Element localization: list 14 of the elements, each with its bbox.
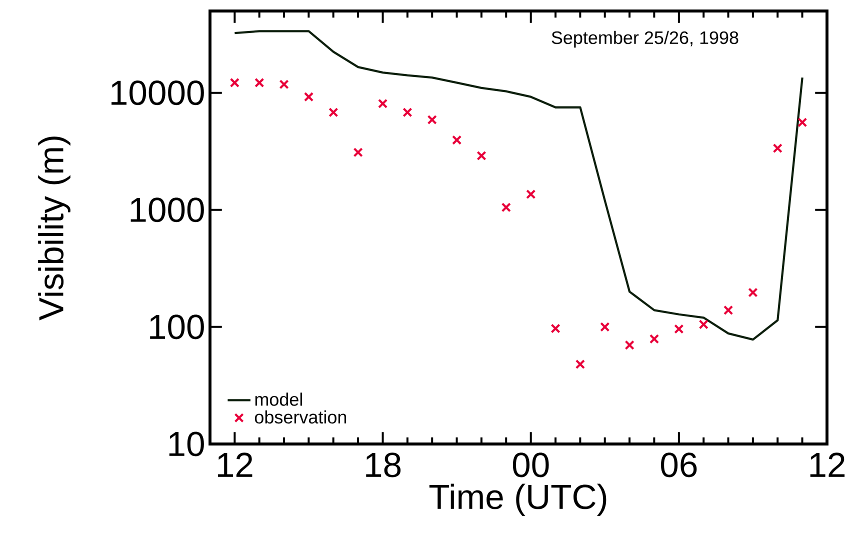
- y-tick-label: 10: [169, 432, 204, 456]
- x-tick-label: 12: [218, 452, 252, 477]
- legend-label: observation: [254, 410, 346, 424]
- x-tick-label: 18: [366, 452, 401, 478]
- y-tick-label: 1000: [130, 198, 204, 222]
- y-tick-label: 10000: [112, 80, 204, 106]
- x-tick-label: 06: [661, 452, 697, 478]
- y-tick-label: 100: [150, 314, 204, 340]
- x-axis-title: Time (UTC): [429, 484, 606, 516]
- annotation: September 25/26, 1998: [552, 30, 738, 48]
- x-tick-label: 12: [810, 452, 845, 477]
- legend-label: model: [255, 392, 302, 406]
- y-axis-title: Visibility (m): [38, 136, 70, 320]
- x-tick-label: 00: [512, 452, 549, 478]
